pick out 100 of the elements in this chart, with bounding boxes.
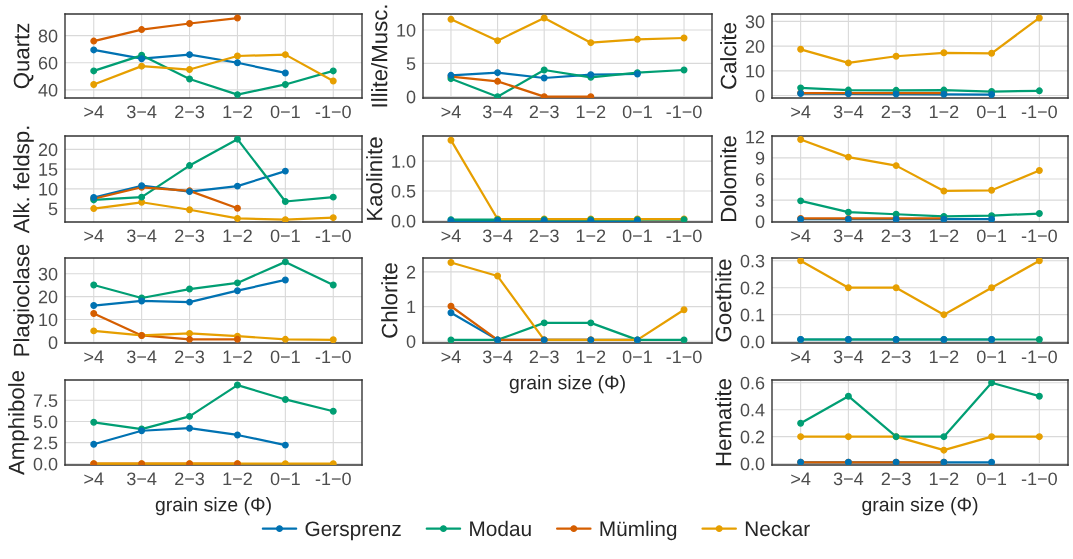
y-tick-label: 0.1: [740, 308, 765, 322]
x-tick-label: 2−3: [529, 229, 559, 243]
y-axis-title: Kaolinite: [366, 137, 383, 220]
y-tick-label: 0: [48, 336, 58, 350]
x-tick-label: 3−4: [833, 472, 864, 486]
x-tick-label: 3−4: [127, 472, 157, 486]
y-tick-label: 9: [755, 151, 765, 165]
legend-label: Mümling: [600, 520, 677, 541]
x-tick-label: >4: [441, 229, 461, 243]
x-tick-label: 2−3: [175, 472, 205, 486]
legend-label: Gersprenz: [305, 521, 401, 541]
y-tick-label: 20: [38, 143, 58, 157]
x-tick-label: >4: [84, 229, 104, 243]
x-tick-label: -1−0: [1021, 229, 1057, 243]
x-tick-label: 1−2: [223, 350, 252, 364]
y-tick-label: 5: [48, 202, 58, 216]
y-tick-label: 15: [39, 163, 58, 176]
y-tick-label: 10: [397, 23, 416, 37]
x-tick-label: >4: [791, 229, 811, 243]
x-tick-label: 3−4: [833, 350, 864, 364]
y-tick-label: 10: [39, 182, 58, 196]
x-tick-label: 2−3: [881, 229, 911, 243]
y-tick-label: 0.3: [740, 254, 765, 268]
y-tick-label: 1: [407, 300, 416, 314]
x-tick-label: -1−0: [666, 229, 702, 243]
y-tick-label: 5.0: [33, 415, 58, 429]
y-tick-label: 7.5: [33, 394, 58, 408]
y-tick-label: 0.0: [33, 457, 58, 471]
y-tick-label: 30: [38, 267, 58, 281]
x-tick-label: 1−2: [929, 229, 959, 243]
x-tick-label: 2−3: [175, 105, 205, 119]
x-tick-label: 0−1: [622, 350, 652, 364]
x-tick-label: 1−2: [929, 472, 959, 486]
y-tick-label: 0.2: [740, 281, 765, 295]
x-tick-label: 2−3: [175, 229, 205, 243]
y-axis-title: Plagioclase: [13, 244, 34, 356]
x-tick-label: 0−1: [270, 105, 300, 119]
y-tick-label: 10: [746, 64, 765, 78]
y-tick-label: 60: [38, 56, 58, 70]
x-tick-label: 3−4: [127, 105, 157, 119]
x-tick-label: -1−0: [1021, 105, 1057, 119]
legend-label: Modau: [470, 520, 531, 537]
y-tick-label: 0.0: [740, 457, 765, 471]
y-tick-label: 2: [406, 265, 416, 279]
y-tick-label: 80: [38, 29, 58, 43]
y-tick-label: 10: [39, 313, 58, 327]
x-tick-label: 0−1: [622, 229, 652, 243]
y-tick-label: 0.5: [391, 184, 416, 198]
y-tick-label: 20: [745, 40, 765, 53]
x-tick-label: >4: [84, 472, 104, 486]
x-tick-label: 1−2: [223, 229, 252, 243]
x-tick-label: 1−2: [576, 229, 606, 243]
y-axis-title: Amphibole: [8, 370, 29, 475]
x-tick-label: 3−4: [482, 105, 513, 119]
x-tick-label: 0−1: [270, 229, 300, 243]
y-axis-title: Alk. feldsp.: [13, 126, 34, 234]
y-tick-label: 12: [746, 130, 765, 144]
x-tick-label: -1−0: [315, 350, 351, 364]
y-axis-title: Hematite: [715, 379, 732, 466]
x-axis-title: grain size (Φ): [155, 497, 271, 516]
y-tick-label: 0.6: [740, 376, 765, 390]
x-tick-label: 0−1: [270, 350, 300, 364]
y-tick-label: 0: [406, 90, 416, 104]
x-tick-label: >4: [791, 350, 811, 364]
x-tick-label: 0−1: [622, 105, 652, 119]
x-tick-label: 2−3: [529, 350, 559, 364]
x-tick-label: 2−3: [175, 350, 205, 364]
x-tick-label: -1−0: [315, 105, 351, 119]
x-tick-label: 3−4: [482, 229, 513, 243]
x-tick-label: 2−3: [881, 350, 911, 364]
y-tick-label: 6: [755, 172, 765, 186]
x-tick-label: -1−0: [315, 229, 351, 243]
y-axis-title: Quartz: [13, 23, 34, 89]
x-tick-label: 3−4: [127, 350, 157, 364]
y-tick-label: 0.0: [740, 335, 765, 349]
x-tick-label: 3−4: [127, 229, 157, 243]
y-axis-title: Calcite: [720, 23, 737, 89]
x-tick-label: 1−2: [576, 350, 606, 364]
y-tick-label: 5: [406, 57, 416, 71]
x-tick-label: 0−1: [977, 229, 1007, 243]
x-tick-label: >4: [441, 350, 461, 364]
y-tick-label: 1.0: [392, 155, 416, 168]
y-tick-label: 0: [755, 215, 765, 229]
x-tick-label: 0−1: [977, 350, 1007, 364]
x-tick-label: 1−2: [576, 105, 606, 119]
x-tick-label: -1−0: [666, 350, 702, 364]
x-tick-label: >4: [441, 105, 461, 119]
x-axis-title: grain size (Φ): [509, 375, 625, 394]
x-tick-label: 0−1: [270, 472, 300, 486]
x-tick-label: 3−4: [833, 229, 864, 243]
x-tick-label: 0−1: [977, 472, 1007, 486]
x-tick-label: 2−3: [881, 105, 911, 119]
y-axis-title: Goethite: [715, 259, 732, 342]
x-tick-label: 0−1: [977, 105, 1007, 119]
x-tick-label: -1−0: [666, 105, 702, 119]
y-tick-label: 30: [745, 15, 765, 29]
x-tick-label: 1−2: [929, 105, 959, 119]
x-tick-label: -1−0: [315, 472, 351, 486]
x-tick-label: >4: [791, 105, 811, 119]
y-tick-label: 20: [38, 290, 58, 304]
